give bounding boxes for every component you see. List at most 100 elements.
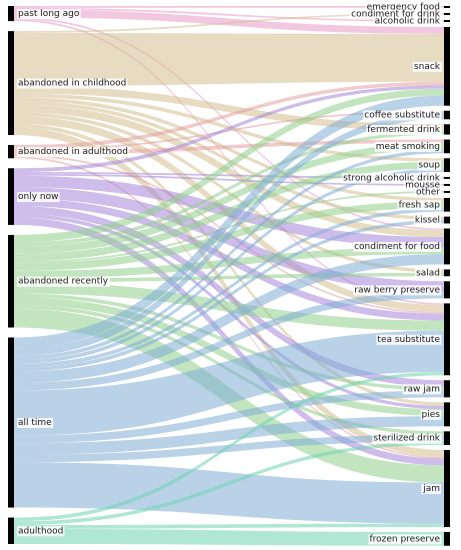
source-label-bg-abandoned_recently: [17, 276, 110, 287]
sankey-link-all_time-snack: [14, 95, 444, 349]
source-label-abandoned_recently: abandoned recently: [18, 277, 109, 287]
source-label-bg-all_time: [17, 418, 54, 429]
sankey-link-adulthood-jam: [14, 523, 444, 529]
sankey-link-abandoned_childhood-condiment_drink: [14, 13, 444, 34]
target-label-condiment_drink: condiment for drink: [351, 10, 441, 20]
target-label-bg-raw_jam: [402, 384, 441, 395]
target-node-fresh_sap: [444, 197, 450, 212]
target-label-sterilized_drink: sterilized drink: [373, 434, 440, 444]
target-label-bg-fresh_sap: [397, 200, 442, 211]
target-label-bg-raw_berry: [353, 285, 442, 296]
sankey-link-past_long_ago-condiment_food: [14, 17, 444, 231]
sankey-link-abandoned_recently-soup: [14, 161, 444, 262]
sankey-link-all_time-tea_substitute: [14, 330, 444, 436]
target-label-snack: snack: [414, 62, 441, 72]
target-node-fermented_drink: [444, 124, 450, 135]
sankey-link-abandoned_recently-meat_smoking: [14, 142, 444, 254]
target-label-bg-frozen_preserve: [368, 534, 442, 545]
source-label-bg-past_long_ago: [17, 9, 81, 20]
sankey-link-all_time-meat_smoking: [14, 149, 444, 361]
target-node-condiment_drink: [444, 13, 450, 15]
target-label-salad: salad: [416, 268, 440, 278]
target-node-meat_smoking: [444, 139, 450, 154]
target-label-bg-salad: [415, 268, 441, 279]
source-label-bg-abandoned_childhood: [17, 78, 128, 89]
sankey-link-abandoned_childhood-fresh_sap: [14, 97, 444, 202]
sankey-nodes: [8, 6, 450, 546]
sankey-link-all_time-soup: [14, 168, 444, 364]
sankey-link-all_time-raw_berry: [14, 291, 444, 391]
sankey-link-only_now-snack: [14, 85, 444, 173]
source-label-adulthood: adulthood: [18, 526, 63, 536]
target-label-bg-condiment_food: [353, 241, 441, 252]
target-label-jam: jam: [422, 484, 440, 494]
target-label-bg-jam: [421, 484, 441, 495]
source-node-past_long_ago: [8, 6, 14, 22]
target-label-other: other: [416, 187, 440, 197]
sankey-link-all_time-pies: [14, 416, 444, 455]
target-node-alcoholic_drink: [444, 20, 450, 22]
sankey-link-adulthood-frozen_preserve: [14, 528, 444, 546]
target-node-kissel: [444, 216, 450, 224]
target-node-soup: [444, 158, 450, 172]
sankey-link-abandoned_adulthood-snack: [14, 81, 444, 149]
target-label-condiment_food: condiment for food: [354, 242, 440, 252]
sankey-link-abandoned_recently-condiment_food: [14, 247, 444, 279]
source-label-abandoned_adulthood: abandoned in adulthood: [18, 147, 128, 157]
target-label-tea_substitute: tea substitute: [377, 335, 440, 345]
target-label-raw_jam: raw jam: [404, 384, 440, 394]
target-node-other: [444, 190, 450, 193]
sankey-link-abandoned_childhood-fermented_drink: [14, 85, 444, 132]
target-node-jam: [444, 450, 450, 528]
sankey-link-all_time-kissel: [14, 220, 444, 372]
target-label-bg-sterilized_drink: [372, 433, 442, 444]
target-node-frozen_preserve: [444, 532, 450, 546]
target-label-alcoholic_drink: alcoholic drink: [375, 17, 441, 27]
sankey-link-all_time-condiment_food: [14, 254, 444, 383]
sankey-link-past_long_ago-alcoholic_drink: [14, 7, 444, 22]
target-node-tea_substitute: [444, 303, 450, 376]
target-label-strong_alcoholic: strong alcoholic drink: [343, 173, 441, 183]
source-label-bg-adulthood: [17, 526, 65, 537]
target-node-raw_jam: [444, 380, 450, 398]
sankey-link-all_time-fresh_sap: [14, 208, 444, 368]
target-node-salad: [444, 269, 450, 277]
target-label-bg-snack: [412, 61, 442, 72]
target-label-meat_smoking: meat smoking: [376, 142, 440, 152]
sankey-link-abandoned_childhood-jam: [14, 127, 444, 457]
sankey-link-all_time-raw_jam: [14, 390, 444, 444]
target-label-bg-coffee_substitute: [363, 110, 442, 121]
sankey-link-abandoned_childhood-condiment_food: [14, 104, 444, 238]
sankey-link-abandoned_recently-snack: [14, 88, 444, 243]
source-node-abandoned_recently: [8, 234, 14, 328]
target-label-bg-tea_substitute: [376, 334, 442, 345]
sankey-link-abandoned_childhood-kissel: [14, 101, 444, 221]
target-label-bg-kissel: [413, 215, 441, 226]
target-label-frozen_preserve: frozen preserve: [369, 534, 440, 544]
sankey-link-adulthood-tea_substitute: [14, 371, 444, 522]
sankey-link-abandoned_recently-fermented_drink: [14, 131, 444, 247]
target-node-strong_alcoholic: [444, 176, 450, 179]
sankey-link-abandoned_adulthood-coffee_substitute: [14, 110, 444, 151]
sankey-link-only_now-mousse: [14, 173, 444, 186]
sankey-link-all_time-coffee_substitute: [14, 112, 444, 357]
sankey-link-adulthood-sterilized_drink: [14, 441, 444, 526]
target-label-bg-other: [415, 187, 442, 198]
source-label-past_long_ago: past long ago: [18, 9, 80, 19]
source-node-abandoned_adulthood: [8, 145, 14, 159]
source-label-all_time: all time: [18, 418, 52, 428]
sankey-link-abandoned_childhood-salad: [14, 112, 444, 273]
source-label-bg-abandoned_adulthood: [17, 147, 129, 158]
target-label-raw_berry: raw berry preserve: [354, 285, 440, 295]
target-node-emergency_food: [444, 6, 450, 8]
target-label-pies: pies: [422, 410, 441, 420]
target-node-raw_berry: [444, 281, 450, 299]
source-node-adulthood: [8, 517, 14, 544]
source-label-only_now: only now: [18, 192, 58, 202]
target-label-kissel: kissel: [415, 216, 440, 226]
target-label-fermented_drink: fermented drink: [367, 125, 441, 135]
source-node-abandoned_childhood: [8, 31, 14, 136]
sankey-link-abandoned_recently-tea_substitute: [14, 282, 444, 331]
target-node-snack: [444, 27, 450, 106]
